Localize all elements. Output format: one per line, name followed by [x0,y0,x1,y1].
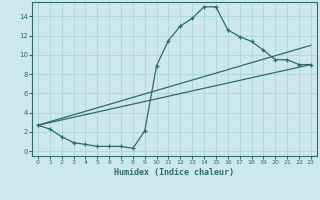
X-axis label: Humidex (Indice chaleur): Humidex (Indice chaleur) [115,168,234,177]
